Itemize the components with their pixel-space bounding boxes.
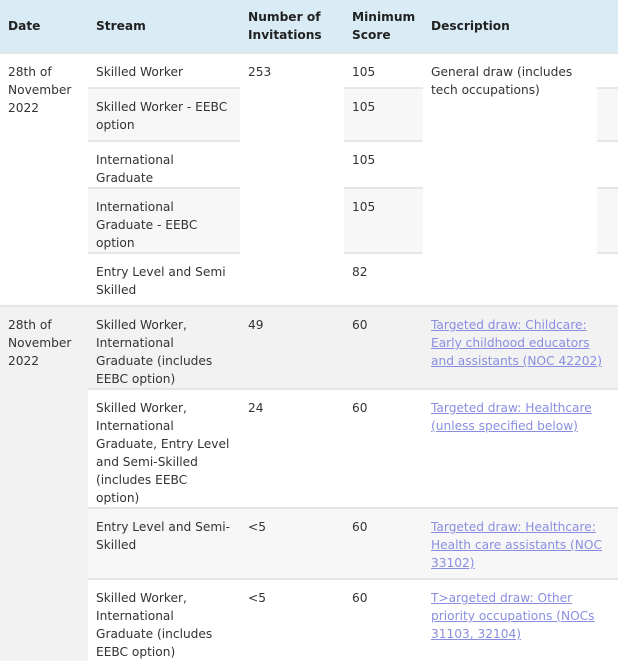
- score-cell: 105: [344, 188, 423, 254]
- table-row: 28th of November 2022 Skilled Worker 253…: [0, 53, 618, 307]
- description-link[interactable]: Targeted draw: Healthcare: Health care a…: [431, 520, 603, 570]
- score-cell: 105: [344, 141, 423, 189]
- stream-cell: Entry Level and Semi Skilled: [88, 253, 240, 307]
- description-cell: Targeted draw: Healthcare: Health care a…: [423, 508, 618, 580]
- table-row: 28th of November 2022 Skilled Worker, In…: [0, 306, 618, 661]
- description-cell: General draw (includes tech occupations): [423, 53, 597, 307]
- invitations-cell: <5: [240, 579, 344, 661]
- invitations-cell: <5: [240, 508, 344, 580]
- table-header: Date Stream Number of Invitations Minimu…: [0, 0, 618, 54]
- stream-cell: International Graduate: [88, 141, 240, 189]
- invitations-cell: 253: [240, 53, 344, 307]
- score-cell: 82: [344, 253, 423, 307]
- stream-cell: Skilled Worker - EEBC option: [88, 88, 240, 142]
- description-link[interactable]: Targeted draw: Childcare: Early childhoo…: [431, 318, 603, 368]
- score-cell: 60: [344, 579, 423, 661]
- stream-cell: International Graduate - EEBC option: [88, 188, 240, 254]
- header-description: Description: [423, 0, 597, 54]
- table-row: Skilled Worker, International Graduate (…: [0, 579, 618, 661]
- header-extra: [597, 0, 618, 54]
- extra-cell: [597, 253, 618, 307]
- header-score: Minimum Score: [344, 0, 423, 54]
- score-cell: 60: [344, 306, 423, 390]
- score-cell: 60: [344, 389, 423, 509]
- extra-cell: [597, 188, 618, 254]
- table-row: Entry Level and Semi Skilled 82: [0, 253, 618, 307]
- stream-cell: Skilled Worker, International Graduate (…: [88, 579, 240, 661]
- description-cell: T>argeted draw: Other priority occupatio…: [423, 579, 618, 661]
- stream-cell: Skilled Worker, International Graduate (…: [88, 306, 240, 390]
- description-link[interactable]: Targeted draw: Healthcare (unless specif…: [431, 401, 592, 433]
- description-cell: Targeted draw: Healthcare (unless specif…: [423, 389, 618, 509]
- score-cell: 105: [344, 53, 423, 89]
- description-cell: Targeted draw: Childcare: Early childhoo…: [423, 306, 618, 390]
- date-cell: 28th of November 2022: [0, 306, 88, 661]
- table-row: Entry Level and Semi-Skilled <5 60 Targe…: [0, 508, 618, 580]
- score-cell: 60: [344, 508, 423, 580]
- table-row: Skilled Worker, International Graduate, …: [0, 389, 618, 509]
- stream-cell: Skilled Worker: [88, 53, 240, 89]
- score-cell: 105: [344, 88, 423, 142]
- header-date: Date: [0, 0, 88, 54]
- table-row: International Graduate - EEBC option 105: [0, 188, 618, 254]
- table-row: International Graduate 105: [0, 141, 618, 189]
- header-stream: Stream: [88, 0, 240, 54]
- table-row: Skilled Worker - EEBC option 105: [0, 88, 618, 142]
- date-cell: 28th of November 2022: [0, 53, 88, 307]
- invitations-cell: 49: [240, 306, 344, 390]
- invitations-cell: 24: [240, 389, 344, 509]
- stream-cell: Entry Level and Semi-Skilled: [88, 508, 240, 580]
- extra-cell: [597, 88, 618, 142]
- header-invitations: Number of Invitations: [240, 0, 344, 54]
- description-link[interactable]: T>argeted draw: Other priority occupatio…: [431, 591, 595, 641]
- stream-cell: Skilled Worker, International Graduate, …: [88, 389, 240, 509]
- extra-cell: [597, 141, 618, 189]
- extra-cell: [597, 53, 618, 89]
